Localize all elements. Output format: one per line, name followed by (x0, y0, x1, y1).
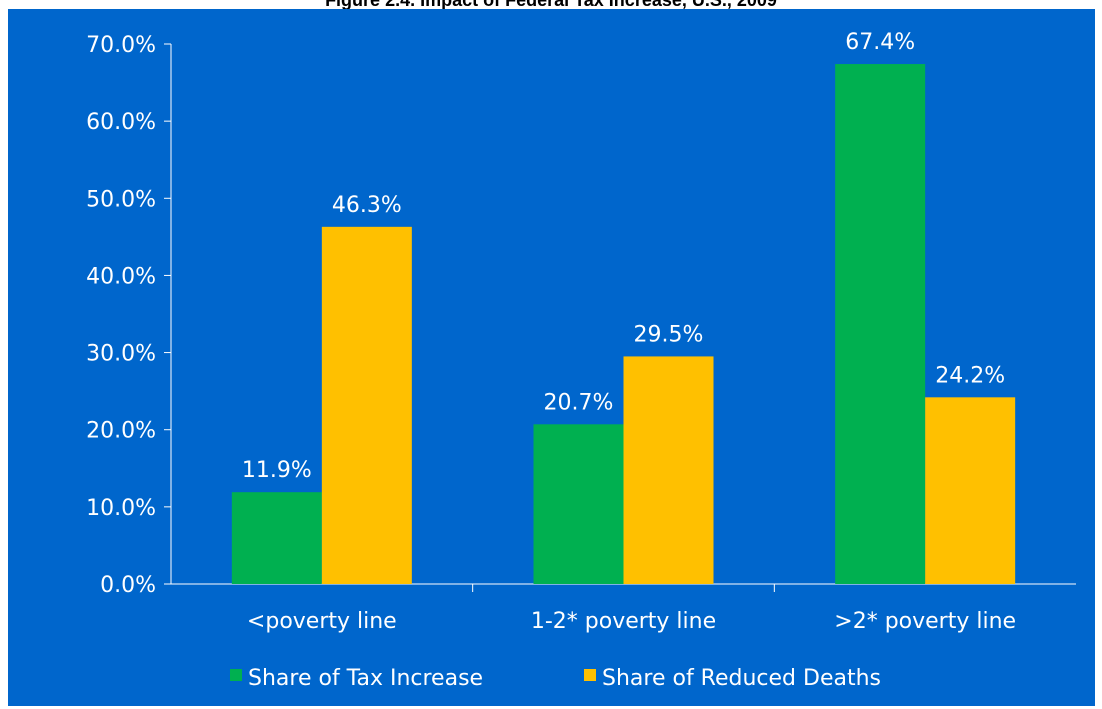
bar (231, 492, 322, 584)
bar (925, 397, 1016, 584)
y-tick-label: 50.0% (86, 187, 156, 212)
bar-value-label: 29.5% (634, 322, 704, 347)
x-category-label: <poverty line (247, 609, 397, 634)
bars (231, 64, 1016, 585)
y-tick-label: 40.0% (86, 264, 156, 289)
chart-title: Figure 2.4. Impact of Federal Tax Increa… (325, 0, 777, 10)
legend-swatch (584, 669, 596, 681)
y-tick-label: 20.0% (86, 419, 156, 444)
legend-swatch (230, 669, 242, 681)
legend-label: Share of Tax Increase (248, 666, 483, 691)
bar-value-label: 24.2% (935, 363, 1005, 388)
x-category-label: >2* poverty line (834, 609, 1016, 634)
y-axis: 0.0% 10.0% 20.0% 30.0% 40.0% 50.0% 60.0% 70.0% (86, 33, 172, 598)
bar (321, 226, 412, 585)
legend-label: Share of Reduced Deaths (602, 666, 881, 691)
bar (835, 64, 926, 585)
chart-panel: 0.0% 10.0% 20.0% 30.0% 40.0% 50.0% 60.0% 70.0% … (8, 9, 1095, 706)
bar-value-label: 46.3% (332, 193, 402, 218)
x-category-label: 1-2* poverty line (531, 609, 716, 634)
bar-value-label: 67.4% (845, 30, 915, 55)
bar-value-label: 20.7% (544, 390, 614, 415)
y-tick-label: 0.0% (100, 573, 156, 598)
y-tick-label: 60.0% (86, 110, 156, 135)
bar-value-label: 11.9% (242, 458, 312, 483)
y-tick-label: 10.0% (86, 496, 156, 521)
bar (623, 356, 714, 584)
y-tick-label: 70.0% (86, 33, 156, 58)
bar-chart: 0.0%10.0%20.0%30.0%40.0%50.0%60.0%70.0% … (8, 9, 1095, 706)
bar (533, 424, 624, 584)
data-labels: 11.9% 20.7% 67.4% 46.3% 29.5% 24.2% (242, 30, 1005, 483)
y-tick-label: 30.0% (86, 342, 156, 367)
legend: Share of Tax Increase Share of Reduced De… (230, 666, 881, 691)
